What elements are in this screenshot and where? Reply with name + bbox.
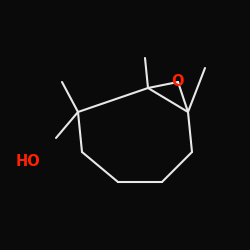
- Text: HO: HO: [16, 154, 40, 170]
- Text: O: O: [172, 74, 184, 90]
